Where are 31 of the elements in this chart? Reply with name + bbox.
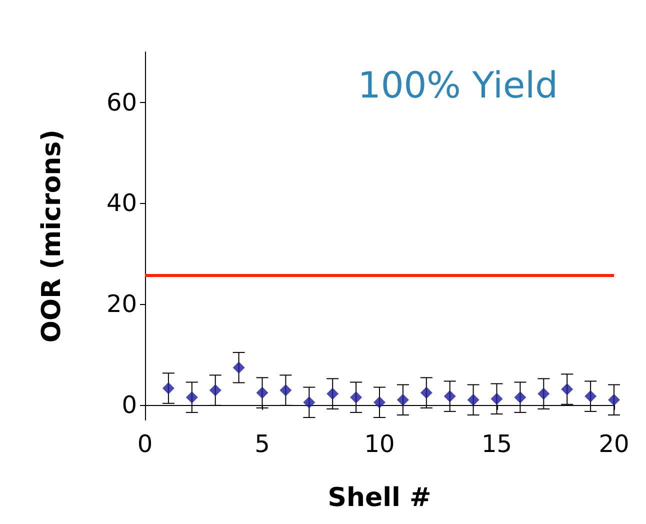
point xyxy=(280,384,292,396)
x-axis-title: Shell # xyxy=(328,483,432,513)
annotation: 100% Yield xyxy=(358,66,558,106)
x-tick-label: 5 xyxy=(254,430,270,458)
point xyxy=(326,388,339,400)
point xyxy=(561,383,574,396)
y-tick-label: 40 xyxy=(106,189,137,218)
x-tick-label: 20 xyxy=(598,430,630,458)
y-tick-label: 0 xyxy=(122,390,137,419)
point xyxy=(256,386,268,399)
point xyxy=(232,362,245,374)
y-tick-label: 20 xyxy=(106,290,137,318)
point xyxy=(420,386,432,399)
point xyxy=(608,394,620,406)
point xyxy=(350,391,362,404)
point xyxy=(514,391,526,404)
point xyxy=(374,396,386,408)
x-tick-label: 10 xyxy=(364,430,395,458)
point xyxy=(209,384,222,396)
point xyxy=(584,390,597,402)
point xyxy=(162,382,174,394)
point xyxy=(303,396,316,408)
x-tick-label: 15 xyxy=(481,430,512,458)
y-tick-label: 60 xyxy=(106,88,137,116)
point xyxy=(490,392,503,405)
point xyxy=(186,391,198,404)
point xyxy=(444,390,456,402)
y-axis-title: OOR (microns) xyxy=(37,129,67,343)
point xyxy=(538,388,550,400)
point xyxy=(467,394,480,406)
point xyxy=(396,394,409,406)
